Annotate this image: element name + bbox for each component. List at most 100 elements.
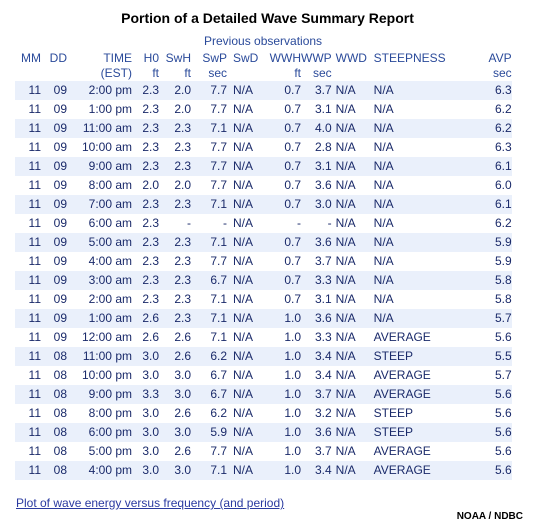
table-cell: 11 [15, 442, 41, 461]
table-cell: 1.0 [261, 404, 301, 423]
report-title: Portion of a Detailed Wave Summary Repor… [121, 10, 414, 26]
table-cell: 3.0 [132, 442, 159, 461]
column-header: AVP [488, 51, 512, 65]
table-cell: 3.0 [132, 366, 159, 385]
table-cell: N/A [369, 271, 472, 290]
column-header: H0 [143, 51, 159, 65]
table-cell: N/A [369, 195, 472, 214]
table-cell: 3:00 am [67, 271, 132, 290]
table-cell: 11 [15, 157, 41, 176]
table-cell: N/A [227, 366, 261, 385]
table-cell: 5.7 [471, 309, 512, 328]
table-cell: 3.7 [301, 252, 332, 271]
table-cell: 7.7 [191, 442, 227, 461]
table-cell: 10:00 am [67, 138, 132, 157]
wave-energy-plot-link[interactable]: Plot of wave energy versus frequency (an… [16, 496, 285, 510]
column-unit: ft [184, 66, 191, 80]
table-cell: 7.1 [191, 233, 227, 252]
table-cell: 3.0 [159, 366, 191, 385]
table-cell: 2.3 [159, 138, 191, 157]
table-row: 11 09 10:00 am 2.3 2.3 7.7 N/A 0.7 2.8 N/A N/A 6.3 [15, 138, 512, 157]
table-cell: AVERAGE [369, 385, 472, 404]
table-cell: N/A [331, 461, 370, 480]
table-cell: 12:00 am [67, 328, 132, 347]
table-row: 11 08 6:00 pm 3.0 3.0 5.9 N/A 1.0 3.6 N/A STEEP 5.6 [15, 423, 512, 442]
table-cell: 3.6 [301, 176, 332, 195]
table-cell: N/A [331, 176, 370, 195]
table-cell: 6.1 [471, 195, 512, 214]
header-row-labels: MM DD TIME H0 SwH SwP SwD WWH WWP WWD STEEPNESS AVP [15, 51, 512, 66]
table-cell: 0.7 [261, 195, 301, 214]
table-cell: 08 [41, 347, 67, 366]
table-cell: 3.6 [301, 233, 332, 252]
table-cell: 4.0 [301, 119, 332, 138]
column-unit [370, 66, 472, 81]
table-cell: 2.3 [159, 119, 191, 138]
table-cell: 3.3 [301, 328, 332, 347]
table-cell: 2.6 [159, 347, 191, 366]
table-cell: 7.1 [191, 461, 227, 480]
column-unit: sec [312, 66, 332, 80]
table-cell: 2:00 am [67, 290, 132, 309]
table-cell: 5.6 [471, 385, 512, 404]
table-cell: 8:00 pm [67, 404, 132, 423]
column-header: SwH [165, 51, 191, 65]
table-cell: 6.7 [191, 366, 227, 385]
table-cell: 11 [15, 119, 41, 138]
table-cell: 7.1 [191, 195, 227, 214]
wave-summary-table: MM DD TIME H0 SwH SwP SwD WWH WWP WWD STEEPNESS AVP… [15, 51, 512, 480]
table-cell: 11 [15, 214, 41, 233]
table-cell: 5.6 [471, 328, 512, 347]
table-cell: 5.6 [471, 442, 512, 461]
table-cell: 2.0 [159, 81, 191, 100]
table-row: 11 09 8:00 am 2.0 2.0 7.7 N/A 0.7 3.6 N/A N/A 6.0 [15, 176, 512, 195]
table-cell: 7.7 [191, 157, 227, 176]
table-cell: 5.9 [471, 252, 512, 271]
table-cell: 0.7 [261, 81, 301, 100]
table-cell: 3.0 [159, 423, 191, 442]
table-row: 11 09 6:00 am 2.3- - N/A - - N/A N/A 6.2 [15, 214, 512, 233]
table-body: 11 09 2:00 pm 2.3 2.0 7.7 N/A 0.7 3.7 N/A N/A 6.3 11… [15, 81, 512, 480]
table-cell: 11 [15, 385, 41, 404]
table-row: 11 09 1:00 am 2.6 2.3 7.1 N/A 1.0 3.6 N/A N/A 5.7 [15, 309, 512, 328]
table-cell: N/A [331, 328, 370, 347]
table-cell: 3.2 [301, 404, 332, 423]
table-cell: 3.0 [159, 385, 191, 404]
table-cell: 7.1 [191, 119, 227, 138]
table-cell: 7.7 [191, 100, 227, 119]
table-row: 11 09 12:00 am 2.6 2.6 7.1 N/A 1.0 3.3 N/A AVERAGE… [15, 328, 512, 347]
table-cell: N/A [331, 271, 370, 290]
table-row: 11 09 2:00 am 2.3 2.3 7.1 N/A 0.7 3.1 N/A N/A 5.8 [15, 290, 512, 309]
table-cell: 5:00 pm [67, 442, 132, 461]
table-cell: N/A [227, 214, 261, 233]
table-cell: 3.0 [301, 195, 332, 214]
table-cell: 7.7 [191, 252, 227, 271]
table-cell: N/A [227, 100, 261, 119]
table-cell: 6.7 [191, 385, 227, 404]
table-cell: N/A [331, 442, 370, 461]
table-cell: 6:00 pm [67, 423, 132, 442]
table-cell: N/A [331, 252, 370, 271]
table-cell: 6.0 [471, 176, 512, 195]
table-cell: 2.3 [132, 138, 159, 157]
table-cell: 11 [15, 423, 41, 442]
table-cell: 09 [41, 309, 67, 328]
table-cell: 3.0 [132, 461, 159, 480]
table-cell: N/A [369, 309, 472, 328]
table-cell: 3.7 [301, 442, 332, 461]
table-cell: N/A [331, 404, 370, 423]
table-cell: 09 [41, 271, 67, 290]
table-cell: 08 [41, 442, 67, 461]
table-cell: 08 [41, 461, 67, 480]
table-cell: 5.6 [471, 404, 512, 423]
table-cell: N/A [331, 347, 370, 366]
table-cell: 08 [41, 404, 67, 423]
table-cell: 6.3 [471, 81, 512, 100]
table-cell: 7:00 am [67, 195, 132, 214]
table-cell: N/A [331, 233, 370, 252]
table-cell: N/A [227, 461, 261, 480]
table-cell: 1.0 [261, 423, 301, 442]
table-cell: 09 [41, 195, 67, 214]
table-cell: 3.1 [301, 290, 332, 309]
table-cell: 09 [41, 252, 67, 271]
